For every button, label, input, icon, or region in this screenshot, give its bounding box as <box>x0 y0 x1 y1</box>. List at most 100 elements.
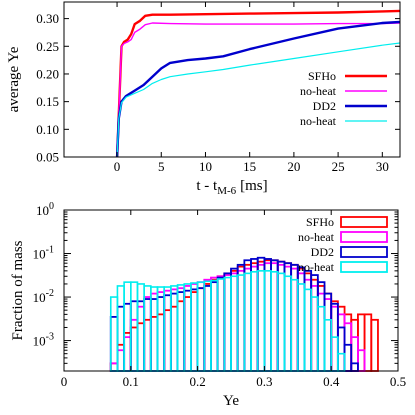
ye-histogram-bar <box>223 272 232 372</box>
ye-histogram-bar <box>303 269 313 372</box>
ye-histogram-bar <box>290 267 299 372</box>
ye-histogram-bar <box>170 285 179 372</box>
ye-histogram-bar <box>243 259 252 372</box>
average-ye-series-line-3 <box>115 20 401 158</box>
ye-histogram-legend-label-4: no-heat <box>298 260 335 274</box>
ye-histogram-bar <box>350 362 359 372</box>
ye-histogram-bar <box>190 288 199 372</box>
average-ye-y-tick-label: 0.10 <box>36 122 59 137</box>
ye-histogram-bar <box>296 283 306 372</box>
ye-histogram-bar <box>196 281 206 372</box>
ye-histogram-bar <box>149 315 159 372</box>
ye-histogram-bar <box>263 262 272 372</box>
average-ye-legend-label-1: SFHo <box>308 69 336 83</box>
ye-histogram-bar <box>169 305 179 372</box>
ye-histogram-bar <box>216 276 226 372</box>
ye-histogram-bar <box>263 270 272 372</box>
ye-x-tick-label: 0.1 <box>123 374 139 389</box>
ye-histogram-bar <box>129 300 139 372</box>
ye-histogram-bar <box>136 305 146 372</box>
ye-histogram-bar <box>290 263 299 372</box>
ye-histogram-bar <box>149 292 159 372</box>
average-ye-y-tick-label: 0.30 <box>36 11 59 26</box>
ye-histogram-bar <box>156 313 166 372</box>
average-ye-series-line-4 <box>116 42 401 158</box>
ye-histogram-bar <box>156 291 166 372</box>
ye-histogram-bar <box>310 296 319 372</box>
ye-histogram-bar <box>196 287 206 372</box>
average-ye-series-group <box>115 9 401 158</box>
ye-histogram-bar <box>256 270 266 372</box>
average-ye-series-line-1 <box>115 9 401 158</box>
ye-histogram-bar <box>109 296 119 372</box>
ye-histogram-bar <box>256 260 266 372</box>
ye-histogram-bar <box>330 336 339 372</box>
ye-histogram-bar <box>310 285 319 372</box>
fraction-y-tick-label: 10-2 <box>33 288 54 305</box>
ye-histogram-bar <box>323 319 332 372</box>
ye-histogram-bar <box>163 294 172 372</box>
ye-histogram-bar <box>357 349 366 372</box>
time-x-tick-label: 20 <box>287 159 300 174</box>
ye-histogram-bar <box>136 283 145 372</box>
ye-histogram-bar <box>116 349 126 372</box>
ye-histogram-bar <box>337 352 346 372</box>
ye-histogram-ticks: 0 0.1 0.2 0.3 0.4 0.5 10-3 10-2 10-1 100 <box>33 201 406 389</box>
ye-histogram-series-group <box>109 256 379 372</box>
ye-histogram-bar <box>149 298 159 372</box>
average-ye-y-tick-label: 0.20 <box>36 66 59 81</box>
ye-histogram-bar <box>183 285 192 372</box>
ye-histogram-bar <box>216 278 226 372</box>
ye-histogram-bar <box>163 286 172 372</box>
ye-histogram-legend-swatch-1 <box>340 216 388 228</box>
average-ye-plot-frame <box>63 1 401 158</box>
ye-histogram-legend-label-3: DD2 <box>311 245 334 259</box>
ye-histogram-bar <box>270 271 279 372</box>
ye-histogram-bar <box>316 281 326 372</box>
ye-histogram-bar <box>230 275 239 372</box>
ye-histogram-bar <box>210 279 219 372</box>
ye-histogram-bar <box>163 309 172 372</box>
time-x-axis-label: t - tM-6 [ms] <box>196 178 267 197</box>
ye-histogram-bar <box>323 298 333 372</box>
ye-histogram-bar <box>136 322 146 372</box>
ye-histogram-bar <box>183 289 192 372</box>
ye-histogram-bar <box>243 272 252 372</box>
ye-histogram-bar <box>243 263 252 372</box>
ye-histogram-bar <box>250 271 259 372</box>
ye-histogram-bar <box>196 281 206 372</box>
time-x-axis-label-subscript: M-6 <box>217 185 236 197</box>
ye-histogram-bar <box>190 282 199 372</box>
ye-histogram-bar <box>350 336 359 372</box>
time-x-axis-label-main: t - t <box>196 178 218 194</box>
ye-histogram-bar <box>276 260 286 372</box>
ye-histogram-bar <box>250 262 259 372</box>
average-ye-series-line-2 <box>116 22 401 158</box>
ye-histogram-bar <box>256 263 266 372</box>
ye-histogram-bar <box>216 275 226 372</box>
time-x-tick-label: 5 <box>158 159 165 174</box>
ye-histogram-bar <box>276 263 286 372</box>
ye-histogram-bar <box>169 292 179 372</box>
fraction-y-tick-label: 100 <box>36 201 54 218</box>
ye-histogram-legend-swatch-3 <box>340 246 388 258</box>
ye-histogram-bar <box>303 272 313 372</box>
ye-histogram-bar <box>336 326 346 372</box>
ye-histogram-bar <box>116 305 126 372</box>
ye-histogram-bar <box>203 278 212 372</box>
ye-histogram-bar <box>123 332 132 372</box>
ye-histogram-legend-label-1: SFHo <box>306 215 334 229</box>
ye-histogram-series-4 <box>109 270 346 372</box>
ye-histogram-bar <box>169 288 179 372</box>
ye-histogram-bar <box>370 318 379 372</box>
ye-histogram-bar <box>116 285 125 372</box>
time-x-axis-label-unit: [ms] <box>240 178 268 194</box>
ye-histogram-bar <box>256 256 266 372</box>
ye-histogram-bar <box>270 262 279 372</box>
ye-histogram-bar <box>210 278 219 372</box>
ye-histogram-bar <box>163 289 172 372</box>
ye-histogram-bar <box>296 266 306 372</box>
ye-histogram-bar <box>276 260 286 372</box>
ye-histogram-bar <box>210 276 219 372</box>
